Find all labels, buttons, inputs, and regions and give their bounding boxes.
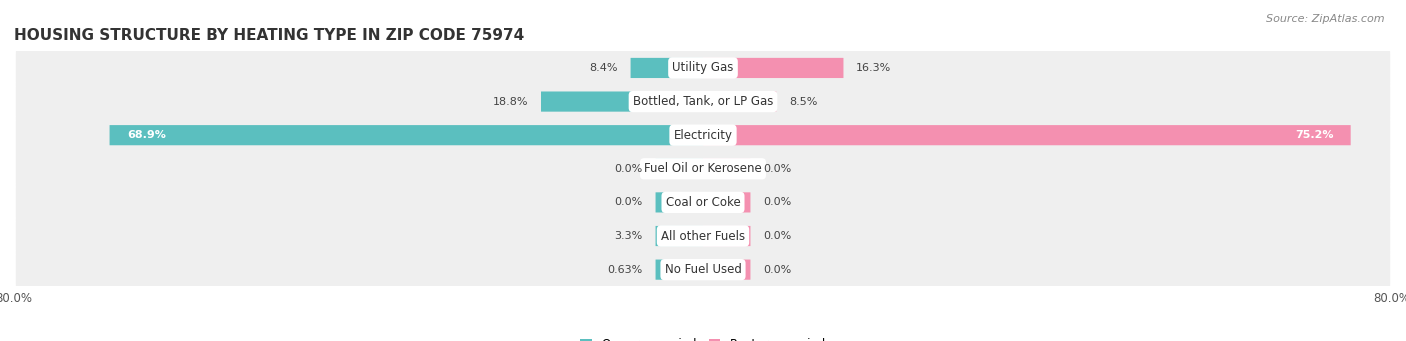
FancyBboxPatch shape: [703, 125, 1351, 145]
Text: No Fuel Used: No Fuel Used: [665, 263, 741, 276]
Text: 68.9%: 68.9%: [127, 130, 166, 140]
Text: 0.0%: 0.0%: [614, 164, 643, 174]
Text: Fuel Oil or Kerosene: Fuel Oil or Kerosene: [644, 162, 762, 175]
Text: 8.5%: 8.5%: [789, 97, 817, 107]
FancyBboxPatch shape: [15, 145, 1391, 192]
Text: 8.4%: 8.4%: [589, 63, 617, 73]
FancyBboxPatch shape: [15, 246, 1391, 293]
FancyBboxPatch shape: [110, 125, 703, 145]
FancyBboxPatch shape: [15, 44, 1391, 91]
Text: 0.0%: 0.0%: [763, 231, 792, 241]
Text: Coal or Coke: Coal or Coke: [665, 196, 741, 209]
FancyBboxPatch shape: [703, 192, 751, 212]
FancyBboxPatch shape: [15, 78, 1391, 125]
FancyBboxPatch shape: [15, 179, 1391, 226]
FancyBboxPatch shape: [655, 226, 703, 246]
Text: 0.0%: 0.0%: [763, 197, 792, 207]
FancyBboxPatch shape: [541, 91, 703, 112]
FancyBboxPatch shape: [703, 91, 776, 112]
Text: 0.0%: 0.0%: [763, 164, 792, 174]
FancyBboxPatch shape: [703, 58, 844, 78]
FancyBboxPatch shape: [703, 260, 751, 280]
Text: 0.63%: 0.63%: [607, 265, 643, 275]
Text: 3.3%: 3.3%: [614, 231, 643, 241]
Text: All other Fuels: All other Fuels: [661, 229, 745, 242]
Text: Bottled, Tank, or LP Gas: Bottled, Tank, or LP Gas: [633, 95, 773, 108]
Text: HOUSING STRUCTURE BY HEATING TYPE IN ZIP CODE 75974: HOUSING STRUCTURE BY HEATING TYPE IN ZIP…: [14, 28, 524, 43]
Text: 75.2%: 75.2%: [1295, 130, 1333, 140]
FancyBboxPatch shape: [655, 192, 703, 212]
Text: 18.8%: 18.8%: [492, 97, 529, 107]
FancyBboxPatch shape: [703, 226, 751, 246]
FancyBboxPatch shape: [703, 159, 751, 179]
FancyBboxPatch shape: [15, 212, 1391, 260]
FancyBboxPatch shape: [655, 159, 703, 179]
FancyBboxPatch shape: [630, 58, 703, 78]
Text: 0.0%: 0.0%: [614, 197, 643, 207]
Text: Source: ZipAtlas.com: Source: ZipAtlas.com: [1267, 14, 1385, 24]
Text: 0.0%: 0.0%: [763, 265, 792, 275]
FancyBboxPatch shape: [655, 260, 703, 280]
Text: Utility Gas: Utility Gas: [672, 61, 734, 74]
FancyBboxPatch shape: [15, 112, 1391, 159]
Legend: Owner-occupied, Renter-occupied: Owner-occupied, Renter-occupied: [575, 333, 831, 341]
Text: 16.3%: 16.3%: [856, 63, 891, 73]
Text: Electricity: Electricity: [673, 129, 733, 142]
